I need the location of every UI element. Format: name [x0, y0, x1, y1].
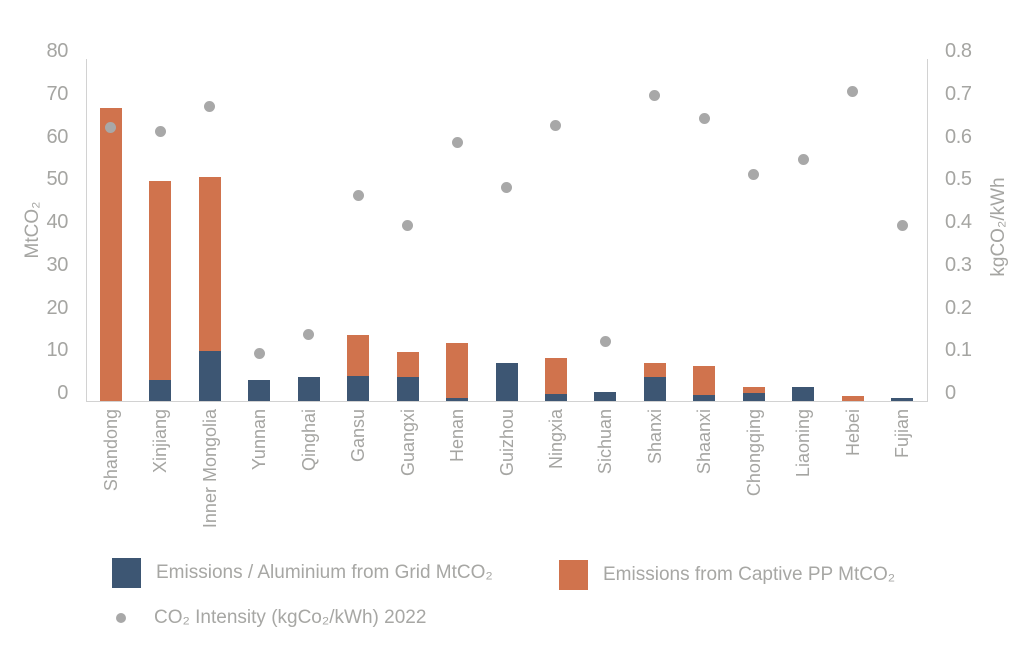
- bar-segment-grid-inner-mongolia: [198, 350, 221, 401]
- bar-segment-grid-qinghai: [297, 377, 320, 401]
- intensity-dot-inner-mongolia: [204, 100, 216, 112]
- left-axis-tick-label: 20: [46, 296, 69, 319]
- right-axis-tick-label: 0.1: [945, 339, 972, 362]
- x-axis-label-shandong: Shandong: [100, 409, 121, 492]
- right-axis-tick-label: 0.7: [945, 82, 972, 105]
- bar-segment-grid-liaoning: [792, 386, 815, 401]
- legend-dot-co2-intensity: [116, 613, 126, 623]
- x-axis-label-henan: Henan: [447, 409, 468, 463]
- intensity-dot-guangxi: [402, 220, 414, 232]
- legend-item-grid-emissions: Emissions / Aluminium from Grid MtCO₂: [112, 558, 493, 588]
- right-axis-tick-label: 0.6: [945, 125, 972, 148]
- bar-segment-grid-fujian: [891, 398, 914, 401]
- bar-segment-captive-ningxia: [544, 357, 567, 395]
- bar-segment-grid-sichuan: [594, 392, 617, 401]
- left-axis-tick-label: 40: [46, 211, 69, 233]
- intensity-dot-yunnan: [253, 348, 265, 360]
- x-axis-label-yunnan: Yunnan: [249, 409, 270, 471]
- right-axis-tick-label: 0.8: [945, 40, 972, 62]
- legend-item-co2-intensity: CO₂ Intensity (kgCo₂/kWh) 2022: [112, 603, 426, 633]
- intensity-dot-shaanxi: [698, 113, 710, 125]
- intensity-dot-qinghai: [303, 329, 315, 341]
- left-axis-tick-label: 50: [46, 168, 69, 191]
- bar-segment-captive-inner-mongolia: [198, 176, 221, 351]
- bar-segment-captive-henan: [446, 342, 469, 398]
- x-axis-label-shanxi: Shanxi: [644, 409, 665, 465]
- intensity-dot-chongqing: [748, 168, 760, 180]
- bar-segment-grid-guangxi: [396, 377, 419, 401]
- bar-segment-captive-hebei: [841, 395, 864, 401]
- bar-segment-captive-shanxi: [643, 362, 666, 377]
- x-axis-label-guizhou: Guizhou: [496, 409, 517, 477]
- x-axis-label-inner-mongolia: Inner Mongolia: [199, 409, 220, 529]
- right-axis-tick-label: 0: [945, 382, 956, 404]
- right-axis-tick-label: 0.2: [945, 296, 972, 319]
- intensity-dot-fujian: [896, 220, 908, 232]
- intensity-dot-shanxi: [649, 89, 661, 101]
- bar-segment-grid-yunnan: [248, 380, 271, 401]
- bar-segment-captive-gansu: [347, 334, 370, 377]
- bar-segment-grid-henan: [446, 397, 469, 401]
- x-axis-label-guangxi: Guangxi: [397, 409, 418, 477]
- x-axis-label-fujian: Fujian: [892, 409, 913, 459]
- legend-item-captive-emissions: Emissions from Captive PP MtCO₂: [559, 560, 895, 590]
- x-axis-label-xinjiang: Xinjiang: [150, 409, 171, 474]
- bar-segment-grid-chongqing: [742, 392, 765, 401]
- intensity-dot-gansu: [352, 190, 364, 202]
- x-axis-label-shaanxi: Shaanxi: [694, 409, 715, 475]
- intensity-dot-guizhou: [501, 181, 512, 193]
- bar-segment-grid-gansu: [347, 376, 370, 401]
- bar-segment-grid-shaanxi: [693, 394, 716, 401]
- legend-label-co2-intensity: CO₂ Intensity (kgCo₂/kWh) 2022: [154, 607, 427, 628]
- right-axis-line: [927, 59, 928, 401]
- x-axis-label-qinghai: Qinghai: [298, 409, 319, 472]
- x-axis-label-liaoning: Liaoning: [793, 409, 814, 478]
- bar-segment-grid-xinjiang: [149, 379, 172, 401]
- left-axis-tick-label: 0: [57, 382, 68, 404]
- right-axis-tick-label: 0.4: [945, 211, 972, 233]
- right-axis-tick-label: 0.3: [945, 253, 972, 276]
- legend-swatch-grid-emissions: [112, 558, 141, 588]
- x-axis-label-gansu: Gansu: [348, 409, 369, 463]
- intensity-dot-hebei: [847, 85, 859, 97]
- left-axis-tick-label: 70: [46, 82, 69, 105]
- x-axis-label-ningxia: Ningxia: [545, 409, 566, 470]
- left-axis-line: [86, 59, 87, 401]
- right-axis-title: kgCO₂/kWh: [988, 177, 1009, 277]
- bar-segment-grid-guizhou: [495, 363, 518, 401]
- intensity-dot-xinjiang: [154, 126, 166, 138]
- legend-label-grid-emissions: Emissions / Aluminium from Grid MtCO₂: [156, 562, 493, 583]
- legend-label-captive-emissions: Emissions from Captive PP MtCO₂: [603, 564, 896, 585]
- bar-segment-grid-shanxi: [643, 376, 666, 401]
- bar-segment-captive-guangxi: [396, 351, 419, 378]
- left-axis-tick-label: 30: [46, 253, 69, 276]
- legend-swatch-captive-emissions: [559, 560, 588, 590]
- intensity-dot-sichuan: [599, 335, 611, 347]
- intensity-dot-ningxia: [550, 119, 562, 131]
- x-axis-label-hebei: Hebei: [842, 409, 863, 457]
- intensity-dot-liaoning: [797, 153, 809, 165]
- bar-segment-captive-chongqing: [742, 386, 765, 393]
- bar-segment-captive-shandong: [99, 108, 122, 401]
- intensity-dot-shandong: [105, 121, 117, 133]
- bar-segment-captive-xinjiang: [149, 180, 172, 380]
- bar-segment-captive-shaanxi: [693, 366, 716, 395]
- left-axis-tick-label: 10: [46, 339, 69, 362]
- x-axis-label-chongqing: Chongqing: [743, 409, 764, 497]
- left-axis-tick-label: 60: [46, 125, 69, 148]
- intensity-dot-henan: [451, 136, 463, 148]
- x-axis-line: [86, 401, 928, 402]
- bar-segment-grid-ningxia: [544, 394, 567, 401]
- left-axis-tick-label: 80: [46, 40, 69, 62]
- right-axis-tick-label: 0.5: [945, 168, 972, 191]
- x-axis-label-sichuan: Sichuan: [595, 409, 616, 475]
